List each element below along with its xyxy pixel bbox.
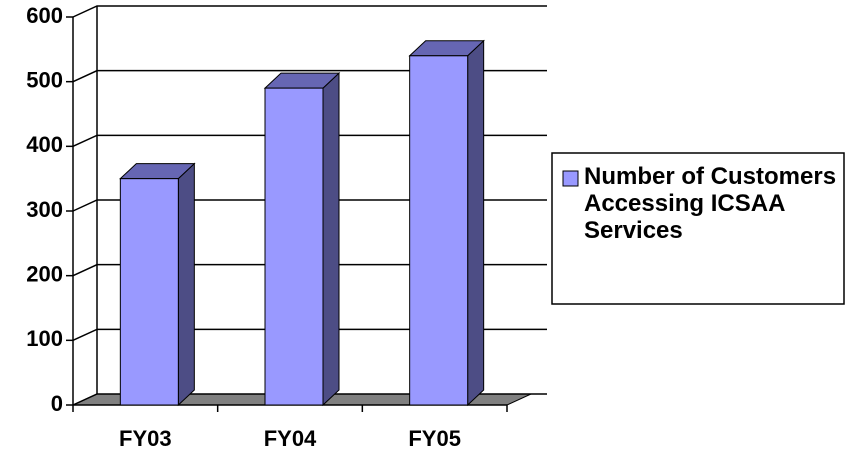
x-tick-label: FY04	[264, 426, 317, 451]
grid-line	[72, 393, 547, 406]
grid-line	[72, 263, 547, 277]
bar-side	[467, 39, 485, 407]
y-tick-label: 500	[26, 67, 63, 92]
bar	[119, 178, 179, 406]
legend-entry: Number of Customers Accessing ICSAA Serv…	[584, 163, 837, 244]
x-tick-label: FY03	[119, 426, 172, 451]
grid-line	[72, 134, 547, 148]
grid-line	[72, 199, 547, 212]
x-tick-label: FY05	[408, 426, 461, 451]
grid-line	[72, 69, 547, 83]
bar-side	[322, 71, 340, 407]
legend-label: Number of Customers Accessing ICSAA Serv…	[584, 163, 837, 244]
legend-box	[551, 152, 845, 305]
bar	[264, 87, 324, 406]
bar	[409, 55, 469, 406]
y-tick-label: 300	[26, 197, 63, 222]
bar-side	[177, 162, 195, 407]
grid-line	[72, 5, 547, 18]
y-tick-label: 400	[26, 132, 63, 157]
y-tick-label: 600	[26, 3, 63, 28]
legend-swatch	[562, 170, 579, 187]
y-tick-label: 0	[51, 391, 63, 416]
y-tick-label: 200	[26, 261, 63, 286]
y-tick-label: 100	[26, 326, 63, 351]
grid-line	[72, 328, 547, 342]
